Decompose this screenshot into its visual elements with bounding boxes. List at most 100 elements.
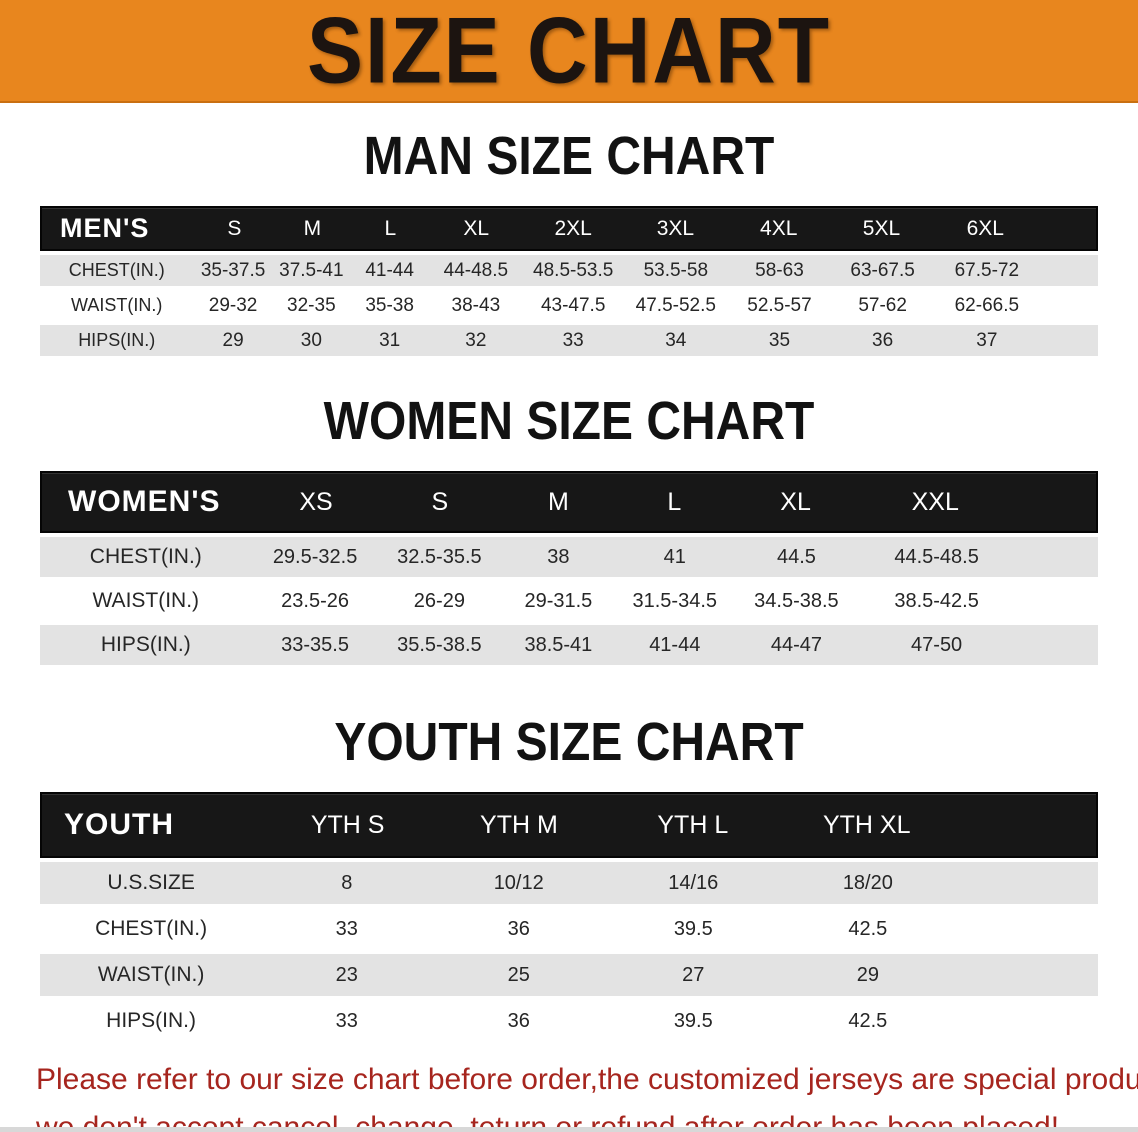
column-header: YTH XL <box>822 810 911 839</box>
women-heading: WOMEN SIZE CHART <box>323 391 815 452</box>
women-table-header: WOMEN'S XS S M L XL XXL <box>40 471 1098 533</box>
women-size-table: WOMEN'S XS S M L XL XXL CHEST(IN.) 29.5-… <box>40 471 1098 665</box>
size-cell: 23.5-26 <box>281 589 349 612</box>
column-header: M <box>548 487 569 516</box>
column-header: L <box>667 487 682 516</box>
table-row: CHEST(IN.) 33 36 39.5 42.5 <box>40 908 1098 950</box>
size-cell: 37.5-41 <box>279 259 344 281</box>
size-cell: 29-31.5 <box>524 589 593 612</box>
row-label: WAIST(IN.) <box>97 963 205 986</box>
page-title: SIZE CHART <box>307 0 831 103</box>
youth-size-table: YOUTH YTH S YTH M YTH L YTH XL U.S.SIZE … <box>40 792 1098 1042</box>
table-row: CHEST(IN.) 29.5-32.5 32.5-35.5 38 41 44.… <box>40 537 1098 577</box>
size-cell: 41-44 <box>649 633 701 656</box>
table-group-label: MEN'S <box>60 213 150 243</box>
size-cell: 44.5 <box>776 545 816 568</box>
youth-table-header: YOUTH YTH S YTH M YTH L YTH XL <box>40 792 1098 858</box>
table-row: WAIST(IN.) 29-32 32-35 35-38 38-43 43-47… <box>40 290 1098 321</box>
size-cell: 53.5-58 <box>643 259 709 281</box>
column-header: 3XL <box>656 216 695 240</box>
women-section: WOMEN SIZE CHART WOMEN'S XS S M L XL XXL… <box>0 391 1138 665</box>
column-header: M <box>303 216 322 240</box>
size-cell: 41-44 <box>365 259 414 281</box>
size-cell: 29 <box>222 329 244 351</box>
table-group-label: WOMEN'S <box>68 485 221 518</box>
size-cell: 35-37.5 <box>200 259 266 281</box>
size-cell: 63-67.5 <box>850 259 915 281</box>
row-label: U.S.SIZE <box>107 871 195 894</box>
table-row: HIPS(IN.) 33 36 39.5 42.5 <box>40 1000 1098 1042</box>
column-header: S <box>227 216 242 240</box>
size-cell: 34.5-38.5 <box>754 589 839 612</box>
size-cell: 29-32 <box>208 294 258 316</box>
size-cell: 37 <box>976 329 998 351</box>
disclaimer: Please refer to our size chart before or… <box>0 1056 1138 1132</box>
column-header: 5XL <box>862 216 901 240</box>
size-cell: 44-48.5 <box>443 259 509 281</box>
size-cell: 29 <box>856 963 879 986</box>
table-row: CHEST(IN.) 35-37.5 37.5-41 41-44 44-48.5… <box>40 255 1098 286</box>
size-cell: 42.5 <box>848 917 888 940</box>
row-label: HIPS(IN.) <box>106 1009 196 1032</box>
size-cell: 41 <box>663 545 686 568</box>
column-header: 6XL <box>966 216 1004 240</box>
size-cell: 39.5 <box>673 1009 713 1032</box>
row-label: HIPS(IN.) <box>100 633 191 656</box>
size-cell: 14/16 <box>668 871 719 894</box>
table-group-label: YOUTH <box>64 808 174 841</box>
row-label: CHEST(IN.) <box>95 917 208 940</box>
size-cell: 58-63 <box>755 259 804 281</box>
size-cell: 32-35 <box>287 294 336 316</box>
size-cell: 31 <box>379 329 401 351</box>
banner: SIZE CHART <box>0 0 1138 103</box>
size-cell: 38-43 <box>451 294 501 316</box>
column-header: YTH S <box>310 810 385 839</box>
size-cell: 36 <box>507 917 530 940</box>
column-header: S <box>431 487 449 516</box>
size-cell: 47.5-52.5 <box>635 294 716 316</box>
column-header: 4XL <box>760 216 798 240</box>
size-cell: 26-29 <box>413 589 465 612</box>
size-cell: 67.5-72 <box>954 259 1020 281</box>
size-cell: 27 <box>682 963 705 986</box>
size-cell: 30 <box>300 329 322 351</box>
column-header: XL <box>780 487 811 516</box>
table-row: WAIST(IN.) 23.5-26 26-29 29-31.5 31.5-34… <box>40 581 1098 621</box>
size-cell: 32 <box>465 329 487 351</box>
column-header: XL <box>463 216 490 240</box>
size-cell: 48.5-53.5 <box>533 259 614 281</box>
size-cell: 35 <box>768 329 791 351</box>
youth-section: YOUTH SIZE CHART YOUTH YTH S YTH M YTH L… <box>0 713 1138 1042</box>
size-cell: 39.5 <box>673 917 713 940</box>
column-header: YTH M <box>480 810 558 839</box>
size-cell: 44-47 <box>770 633 822 656</box>
table-row: HIPS(IN.) 33-35.5 35.5-38.5 38.5-41 41-4… <box>40 625 1098 665</box>
men-section: MAN SIZE CHART MEN'S S M L XL 2XL 3XL 4X… <box>0 126 1138 356</box>
table-row: U.S.SIZE 8 10/12 14/16 18/20 <box>40 862 1098 904</box>
size-cell: 33 <box>335 917 358 940</box>
row-label: CHEST(IN.) <box>89 545 202 568</box>
size-cell: 8 <box>341 871 353 894</box>
size-cell: 44.5-48.5 <box>894 545 979 568</box>
size-cell: 18/20 <box>842 871 893 894</box>
size-cell: 57-62 <box>858 294 907 316</box>
disclaimer-line-1: Please refer to our size chart before or… <box>36 1063 1138 1096</box>
men-table-header: MEN'S S M L XL 2XL 3XL 4XL 5XL 6XL <box>40 206 1098 251</box>
size-cell: 32.5-35.5 <box>397 545 482 568</box>
bottom-divider <box>0 1127 1138 1132</box>
size-cell: 36 <box>872 329 894 351</box>
disclaimer-line-2: we don't accept cancel, change, teturn o… <box>36 1111 1060 1132</box>
size-cell: 52.5-57 <box>747 294 812 316</box>
men-heading: MAN SIZE CHART <box>363 126 775 187</box>
size-cell: 33 <box>562 329 584 351</box>
row-label: HIPS(IN.) <box>78 330 156 350</box>
size-cell: 35.5-38.5 <box>397 633 482 656</box>
size-cell: 34 <box>665 329 687 351</box>
size-cell: 43-47.5 <box>540 294 606 316</box>
column-header: 2XL <box>554 216 592 240</box>
size-cell: 10/12 <box>493 871 544 894</box>
men-size-table: MEN'S S M L XL 2XL 3XL 4XL 5XL 6XL CHEST… <box>40 206 1098 356</box>
size-cell: 47-50 <box>911 633 963 656</box>
table-row: WAIST(IN.) 23 25 27 29 <box>40 954 1098 996</box>
